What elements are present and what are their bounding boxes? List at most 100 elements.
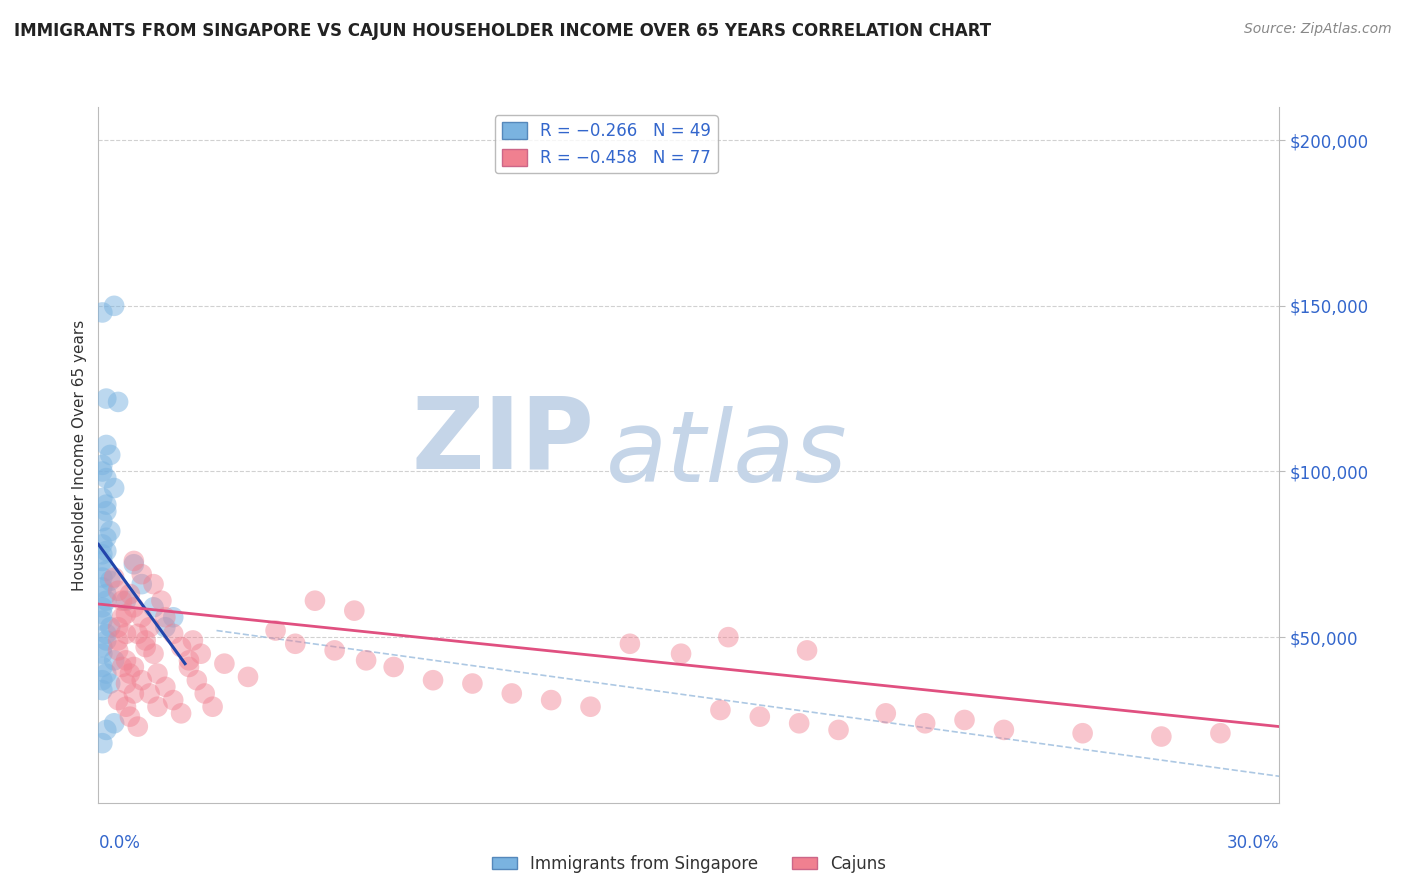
- Point: [96, 666, 118, 681]
- Point: [107, 395, 129, 409]
- Point: [96, 723, 118, 737]
- Point: [787, 716, 810, 731]
- Point: [717, 630, 740, 644]
- Point: [122, 558, 145, 572]
- Point: [748, 709, 770, 723]
- Point: [709, 703, 731, 717]
- Point: [1209, 726, 1232, 740]
- Point: [122, 600, 145, 615]
- Point: [382, 660, 405, 674]
- Point: [91, 458, 114, 472]
- Point: [1071, 726, 1094, 740]
- Point: [96, 531, 118, 545]
- Point: [96, 593, 118, 607]
- Point: [115, 607, 138, 621]
- Legend: Immigrants from Singapore, Cajuns: Immigrants from Singapore, Cajuns: [485, 848, 893, 880]
- Point: [91, 514, 114, 528]
- Point: [115, 699, 138, 714]
- Point: [170, 706, 193, 721]
- Y-axis label: Householder Income Over 65 years: Householder Income Over 65 years: [72, 319, 87, 591]
- Point: [186, 673, 208, 688]
- Point: [111, 660, 134, 674]
- Point: [146, 699, 169, 714]
- Point: [107, 583, 129, 598]
- Point: [214, 657, 236, 671]
- Point: [461, 676, 484, 690]
- Point: [91, 683, 114, 698]
- Point: [170, 640, 193, 654]
- Point: [135, 640, 157, 654]
- Point: [118, 587, 141, 601]
- Point: [98, 676, 121, 690]
- Text: atlas: atlas: [606, 407, 848, 503]
- Point: [96, 504, 118, 518]
- Point: [127, 720, 149, 734]
- Point: [96, 627, 118, 641]
- Text: IMMIGRANTS FROM SINGAPORE VS CAJUN HOUSEHOLDER INCOME OVER 65 YEARS CORRELATION : IMMIGRANTS FROM SINGAPORE VS CAJUN HOUSE…: [14, 22, 991, 40]
- Point: [91, 465, 114, 479]
- Point: [131, 673, 153, 688]
- Point: [501, 686, 523, 700]
- Point: [579, 699, 602, 714]
- Point: [131, 577, 153, 591]
- Point: [135, 633, 157, 648]
- Point: [354, 653, 377, 667]
- Point: [875, 706, 897, 721]
- Point: [827, 723, 849, 737]
- Point: [155, 680, 177, 694]
- Point: [1150, 730, 1173, 744]
- Point: [150, 593, 173, 607]
- Point: [343, 604, 366, 618]
- Point: [190, 647, 212, 661]
- Point: [98, 574, 121, 588]
- Point: [91, 607, 114, 621]
- Point: [91, 305, 114, 319]
- Point: [103, 299, 125, 313]
- Point: [91, 554, 114, 568]
- Point: [96, 633, 118, 648]
- Point: [91, 673, 114, 688]
- Point: [107, 633, 129, 648]
- Point: [142, 647, 165, 661]
- Point: [103, 716, 125, 731]
- Point: [177, 653, 200, 667]
- Point: [177, 660, 200, 674]
- Point: [96, 392, 118, 406]
- Point: [264, 624, 287, 638]
- Point: [796, 643, 818, 657]
- Point: [98, 524, 121, 538]
- Point: [115, 676, 138, 690]
- Point: [91, 537, 114, 551]
- Point: [91, 614, 114, 628]
- Point: [96, 498, 118, 512]
- Point: [98, 448, 121, 462]
- Point: [142, 577, 165, 591]
- Point: [993, 723, 1015, 737]
- Point: [201, 699, 224, 714]
- Point: [155, 620, 177, 634]
- Point: [115, 593, 138, 607]
- Point: [111, 610, 134, 624]
- Point: [118, 666, 141, 681]
- Point: [131, 610, 153, 624]
- Point: [115, 627, 138, 641]
- Point: [91, 640, 114, 654]
- Point: [96, 587, 118, 601]
- Point: [96, 544, 118, 558]
- Point: [103, 570, 125, 584]
- Point: [181, 633, 204, 648]
- Point: [122, 554, 145, 568]
- Point: [107, 643, 129, 657]
- Point: [162, 627, 184, 641]
- Point: [236, 670, 259, 684]
- Point: [194, 686, 217, 700]
- Point: [115, 653, 138, 667]
- Point: [91, 736, 114, 750]
- Point: [103, 481, 125, 495]
- Point: [103, 653, 125, 667]
- Point: [122, 686, 145, 700]
- Point: [138, 620, 160, 634]
- Point: [107, 620, 129, 634]
- Point: [111, 593, 134, 607]
- Text: 30.0%: 30.0%: [1227, 834, 1279, 852]
